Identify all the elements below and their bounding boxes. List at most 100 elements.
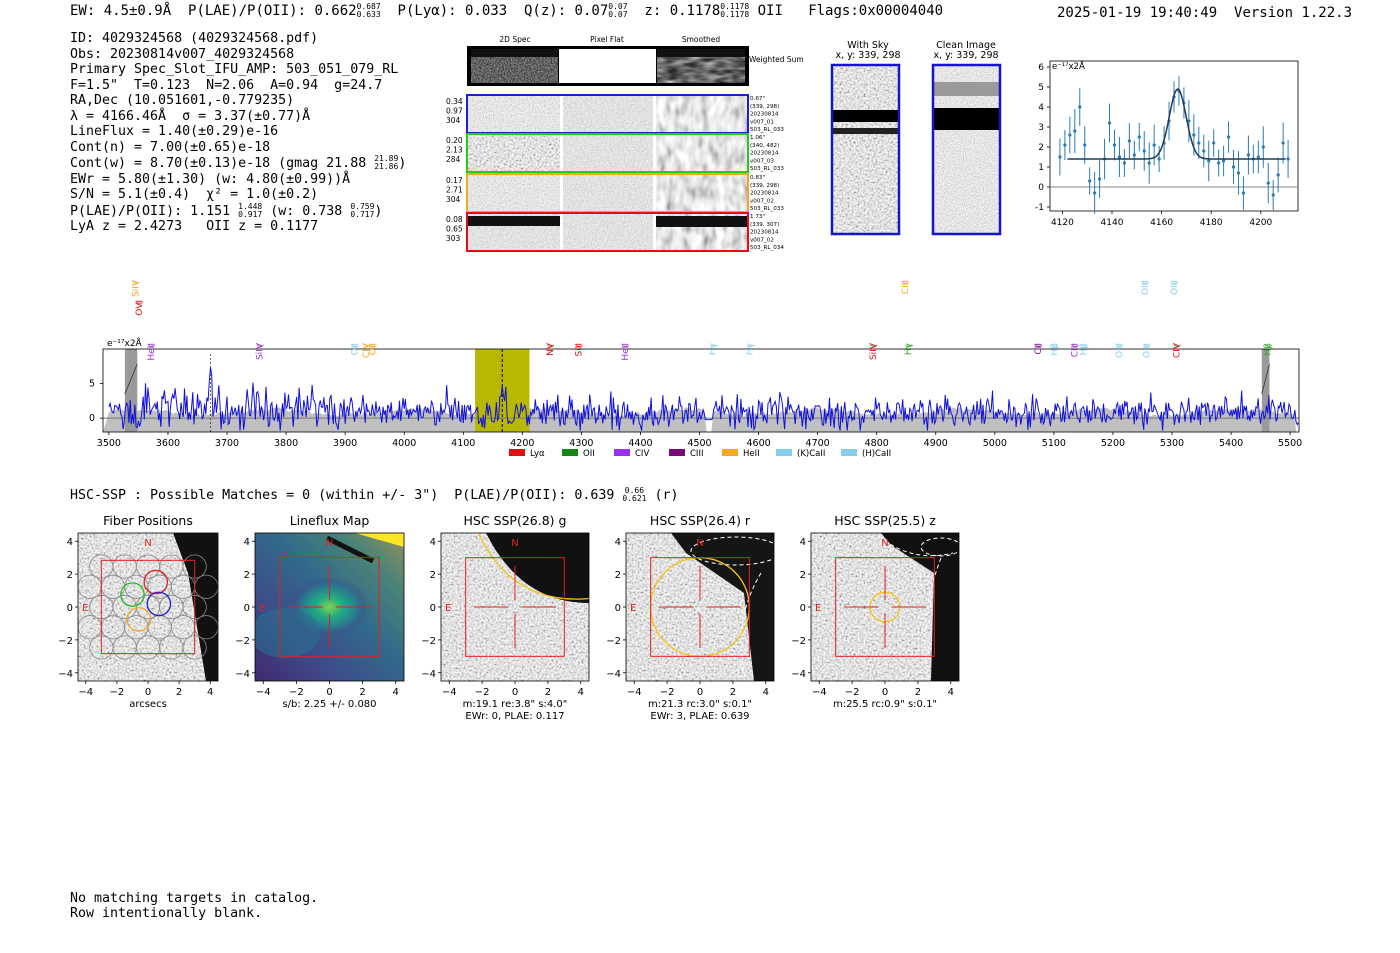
info-ewr: EWr = 5.80(±1.30) (w: 4.80(±0.99))Å [70, 171, 351, 187]
y-tick-label: −2 [791, 636, 806, 647]
x-tick-label: 2 [176, 687, 182, 698]
panel-caption: m:25.5 rc:0.9" s:0.1" [833, 699, 937, 710]
data-point [1276, 173, 1280, 177]
data-point [1137, 135, 1141, 139]
row-right-label: 20230814 [750, 112, 779, 118]
hsc-title: HSC-SSP : Possible Matches = 0 (within +… [70, 486, 679, 504]
spec2d-title-2d: 2D Spec [499, 35, 530, 44]
x-tick-label: 0 [512, 687, 518, 698]
line-label: SiIV [131, 279, 141, 297]
x-tick-label: 2 [915, 687, 921, 698]
sky-band [468, 216, 560, 226]
data-point [1098, 177, 1102, 181]
data-point [1266, 181, 1270, 185]
line-label: CIV [1173, 342, 1183, 358]
line-label-bracket: { [870, 344, 878, 348]
x-tick-label: 4120 [1051, 218, 1074, 228]
x-tick-label: 4400 [628, 438, 652, 449]
line-label: CII [1034, 343, 1044, 355]
row-right-label: 503_RL_033 [750, 127, 784, 133]
clean-image-cutout [931, 63, 1002, 236]
data-point [1231, 165, 1236, 169]
x-tick-label: 0 [882, 687, 888, 698]
spec2d-cell [468, 174, 560, 212]
row-right-label: v007_01 [750, 119, 774, 125]
x-tick-label: −4 [256, 687, 271, 698]
spec2d-cell [468, 134, 560, 172]
data-point [1142, 149, 1146, 153]
data-point [1226, 135, 1231, 139]
data-point [1073, 129, 1077, 133]
row-right-label: v007_02 [750, 237, 774, 243]
y-tick-label: −4 [606, 669, 621, 680]
spec2d-cell [468, 95, 560, 133]
line-label-bracket: { [905, 344, 913, 348]
panel-image [255, 533, 404, 681]
dark-region [881, 533, 959, 681]
hsc-panel-2: N E −4 −4 −2 −2 0 0 2 2 4 4 Lineflux Map s/b: 2.25 +/… [235, 513, 405, 710]
y-tick-label: 2 [244, 570, 250, 581]
data-point [1187, 119, 1191, 123]
footer-line-1: No matching targets in catalog. [70, 891, 319, 906]
row-left-label: 303 [446, 234, 461, 243]
y-tick-label: −4 [421, 669, 436, 680]
info-contw: Cont(w) = 8.70(±0.13)e-18 (gmag 21.88 21… [70, 154, 407, 172]
line-label-bracket: { [1142, 281, 1150, 285]
row-right-label: 1.73" [750, 214, 765, 220]
y-tick-label: 0 [800, 603, 806, 614]
hsc-panel-5: N E −4 −4 −2 −2 0 0 2 2 4 4 HSC SSP(25.5) z m:25.5 rc… [791, 513, 960, 710]
line-label-bracket: { [1080, 344, 1088, 348]
with-sky-title: With Sky [847, 40, 889, 51]
line-label-bracket: { [1035, 344, 1043, 348]
row-left-label: 2.13 [446, 146, 463, 155]
qz-value: Q(z): 0.07 [523, 3, 609, 19]
y-tick-label: 2 [67, 570, 73, 581]
line-label: NV [546, 342, 556, 356]
line-label: Hβ [1264, 343, 1274, 356]
line-label: Hγ [709, 342, 719, 355]
line-label: Hγ [904, 342, 914, 355]
y-tick-label: 4 [1038, 103, 1044, 113]
line-label: OIII [1170, 280, 1180, 295]
row-left-label: 284 [446, 155, 461, 164]
zoom-ylabel: e⁻¹⁷x2Å [1052, 60, 1085, 72]
qz-range: 0.07 0.07 [608, 2, 628, 19]
smoothed-cell [656, 134, 747, 172]
line-label-bracket: { [547, 344, 555, 348]
line-label: Hγ [746, 342, 756, 355]
data-point [1192, 133, 1196, 137]
data-point [1241, 191, 1246, 195]
data-point [1058, 155, 1062, 159]
hsc-panel-1: N E −4 −4 −2 −2 0 0 2 2 4 4 Fiber Positions arcsecs [58, 513, 219, 710]
y-tick-label: 4 [67, 537, 73, 548]
panel-caption: m:19.1 re:3.8" s:4.0" [463, 699, 568, 710]
info-lambda: λ = 4166.46Å σ = 3.37(±0.77)Å [70, 108, 311, 124]
plae-value: P(LAE)/P(OII): 0.662 [188, 3, 357, 19]
y-tick-label: −4 [791, 669, 806, 680]
footer-notes: No matching targets in catalog. Row inten… [70, 876, 318, 921]
x-tick-label: 4300 [569, 438, 593, 449]
data-point [1222, 159, 1226, 163]
legend-label: CIV [635, 449, 649, 459]
footer-line-2: Row intentionally blank. [70, 906, 263, 921]
dark-region [671, 533, 774, 681]
data-point [1281, 141, 1285, 145]
spec2d-title-smooth: Smoothed [682, 35, 721, 44]
row-right-label: v007_02 [750, 198, 774, 204]
info-id: ID: 4029324568 (4029324568.pdf) [70, 31, 319, 46]
panel-title: Lineflux Map [290, 513, 370, 528]
data-point [1261, 145, 1265, 149]
row-left-label: 0.08 [446, 215, 463, 224]
y-tick-label: 3 [1038, 123, 1044, 133]
line-label-bracket: { [363, 344, 371, 348]
y-tick-label: 2 [615, 570, 621, 581]
compass-north: N [511, 538, 518, 549]
legend-swatch [562, 449, 578, 456]
row-right-label: (339, 298) [750, 183, 779, 189]
x-tick-label: 2 [545, 687, 551, 698]
y-tick-label: −2 [421, 636, 436, 647]
fiber-circle-highlight [146, 591, 172, 617]
panel-image [811, 533, 959, 681]
pixel-flat-cell [563, 95, 653, 133]
